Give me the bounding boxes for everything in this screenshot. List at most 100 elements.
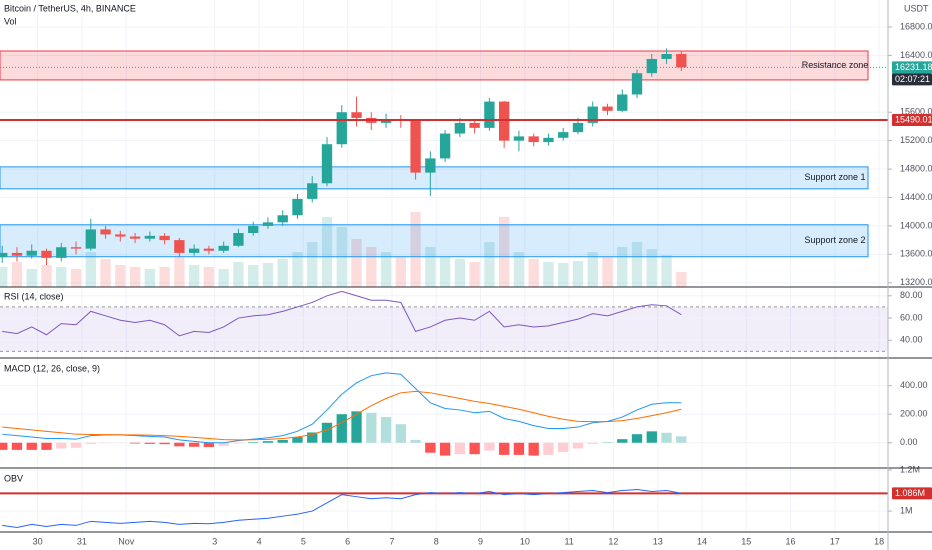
histogram-bar [498, 442, 510, 455]
volume-bar [543, 262, 554, 287]
y-tick-label: 13200.00 [900, 277, 932, 287]
y-tick-label: 16400.00 [900, 50, 932, 60]
candle-body [277, 215, 288, 223]
candle-body [484, 101, 495, 128]
volume-bar [513, 252, 525, 287]
histogram-bar [277, 439, 288, 443]
candle-body [292, 198, 303, 216]
histogram-bar [395, 424, 406, 443]
candle-body [70, 247, 82, 249]
volume-bar [11, 262, 23, 287]
histogram-bar [351, 411, 362, 443]
volume-bar [70, 269, 82, 287]
histogram-bar [572, 442, 584, 449]
candle-body [661, 53, 672, 59]
pane-title: RSI (14, close) [4, 291, 64, 301]
y-tick-label: 15600.00 [900, 107, 932, 117]
histogram-bar [188, 442, 200, 447]
y-tick-label: 0.00 [900, 437, 918, 447]
histogram-bar [528, 442, 539, 456]
histogram-bar [321, 422, 333, 443]
zone-label: Support zone 2 [804, 235, 865, 245]
histogram-bar [587, 442, 598, 444]
volume-bar [188, 265, 200, 287]
candle-body [233, 233, 244, 246]
x-tick-label: 16 [786, 536, 796, 546]
candle-body [351, 112, 362, 118]
volume-bar [159, 267, 170, 287]
histogram-bar [336, 414, 347, 443]
hline-label: 1.086M [895, 488, 925, 498]
candle-body [56, 247, 67, 258]
volume-bar [439, 257, 451, 287]
candle-body [380, 119, 392, 123]
volume-bar [395, 257, 406, 287]
volume-bar [380, 252, 392, 287]
pane-title: MACD (12, 26, close, 9) [4, 363, 100, 373]
candle-body [218, 245, 229, 251]
y-tick-label: 60.00 [900, 312, 923, 322]
volume-bar [41, 265, 52, 287]
histogram-bar [174, 442, 185, 447]
volume-bar [100, 259, 111, 287]
x-tick-label: 30 [33, 536, 43, 546]
histogram-bar [380, 417, 392, 443]
volume-bar [262, 263, 274, 287]
candle-body [454, 122, 466, 134]
volume-title: Vol [4, 16, 17, 26]
candle-body [646, 58, 657, 74]
x-tick-label: 14 [697, 536, 707, 546]
countdown-box [892, 73, 932, 86]
candle-body [248, 225, 259, 234]
zone-label: Resistance zone [802, 60, 869, 70]
x-tick-label: 10 [520, 536, 530, 546]
pane-title: OBV [4, 473, 23, 483]
candle-body [144, 235, 156, 239]
candle-body [129, 236, 141, 239]
candle-body [543, 137, 554, 143]
histogram-bar [26, 442, 37, 450]
x-tick-label: Nov [118, 536, 135, 546]
candle-body [26, 250, 37, 256]
candle-body [602, 106, 613, 111]
x-tick-label: 8 [434, 536, 439, 546]
histogram-bar [129, 442, 141, 444]
x-tick-label: 7 [389, 536, 394, 546]
candle-body [41, 250, 52, 258]
y-tick-label: 1M [900, 505, 913, 515]
volume-bar [233, 262, 244, 287]
x-tick-label: 12 [608, 536, 618, 546]
candle-body [439, 133, 451, 159]
y-tick-label: 16800.00 [900, 21, 932, 31]
volume-bar [85, 252, 96, 287]
volume-bar [292, 252, 303, 287]
histogram-bar [0, 442, 8, 450]
candle-body [498, 101, 510, 141]
candle-body [188, 248, 200, 253]
volume-bar [351, 239, 362, 287]
candle-body [307, 183, 318, 199]
volume-bar [203, 267, 215, 287]
x-tick-label: 11 [564, 536, 573, 546]
volume-bar [277, 259, 288, 287]
volume-bar [366, 247, 377, 287]
histogram-bar [262, 441, 274, 443]
y-tick-label: 14800.00 [900, 163, 932, 173]
candle-body [85, 229, 96, 249]
x-tick-label: 5 [301, 536, 306, 546]
zone-label: Support zone 1 [804, 172, 865, 182]
y-tick-label: 14400.00 [900, 192, 932, 202]
x-tick-label: 31 [77, 536, 87, 546]
volume-bar [425, 247, 436, 287]
histogram-bar [159, 442, 170, 445]
histogram-bar [85, 442, 96, 444]
zone [0, 224, 869, 258]
volume-bar [469, 262, 480, 287]
histogram-bar [484, 442, 495, 451]
hline-box [892, 487, 932, 500]
volume-bar [129, 267, 141, 287]
chart-title: Bitcoin / TetherUS, 4h, BINANCE [4, 3, 136, 13]
rsi-band [0, 306, 888, 352]
